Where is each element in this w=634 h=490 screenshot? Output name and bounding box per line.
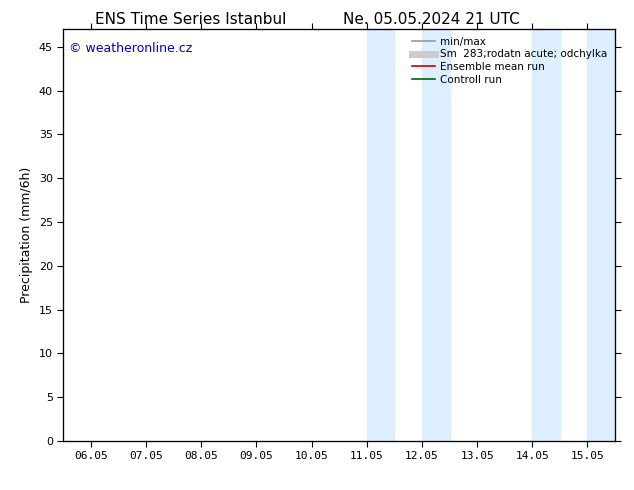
Text: Ne. 05.05.2024 21 UTC: Ne. 05.05.2024 21 UTC	[343, 12, 519, 27]
Text: ENS Time Series Istanbul: ENS Time Series Istanbul	[94, 12, 286, 27]
Bar	[533, 29, 560, 441]
Bar	[588, 29, 615, 441]
Bar	[366, 29, 394, 441]
Text: © weatheronline.cz: © weatheronline.cz	[69, 42, 192, 55]
Y-axis label: Precipitation (mm/6h): Precipitation (mm/6h)	[20, 167, 34, 303]
Bar	[422, 29, 450, 441]
Legend: min/max, Sm  283;rodatn acute; odchylka, Ensemble mean run, Controll run: min/max, Sm 283;rodatn acute; odchylka, …	[410, 35, 610, 87]
